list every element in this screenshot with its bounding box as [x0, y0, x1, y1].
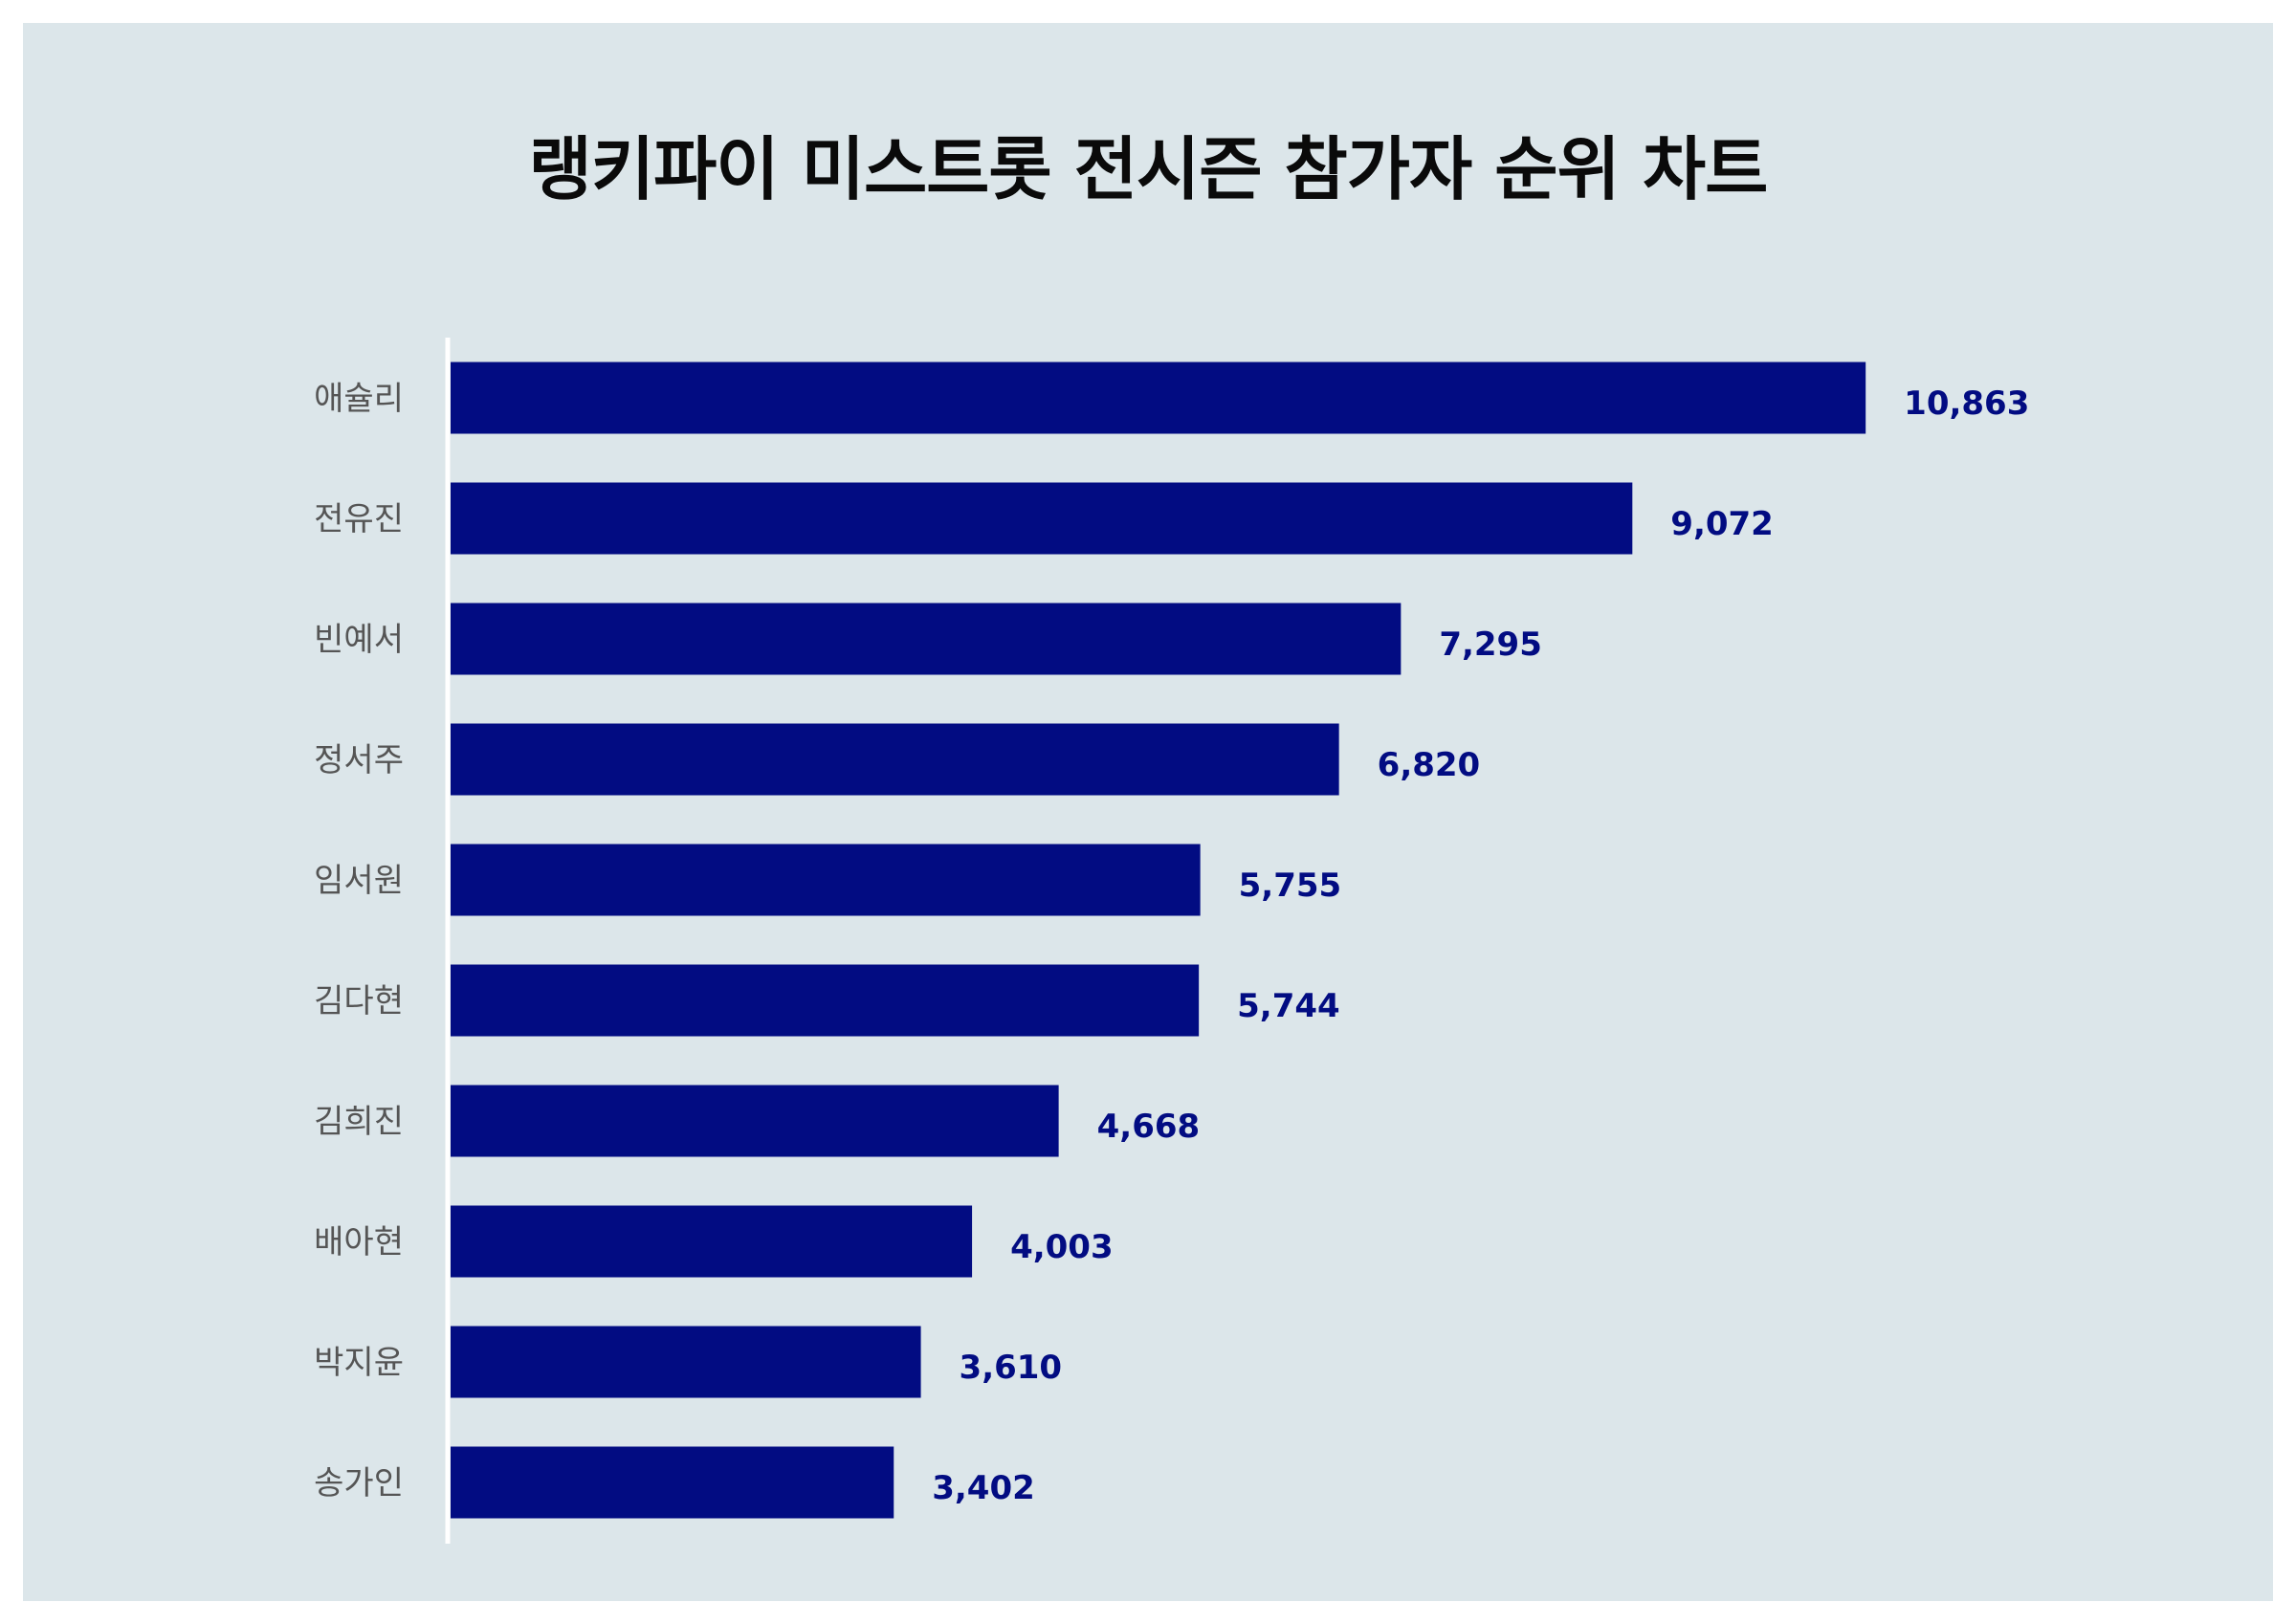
bar-1 [451, 362, 1866, 434]
category-label: 박지윤 [314, 1344, 404, 1382]
category-label: 정서주 [314, 741, 404, 779]
bar-10 [451, 1446, 894, 1519]
bar-9 [451, 1326, 921, 1398]
category-label: 배아현 [314, 1223, 404, 1262]
category-label: 임서원 [314, 862, 404, 900]
chart-panel [23, 23, 2273, 1601]
bar-4 [451, 723, 1339, 796]
value-label: 7,295 [1439, 625, 1542, 664]
category-label: 김다현 [314, 982, 404, 1020]
value-label: 10,863 [1904, 384, 2029, 423]
value-label: 5,755 [1239, 867, 1342, 905]
category-label: 애슐리 [314, 380, 404, 418]
value-label: 3,402 [932, 1469, 1035, 1507]
bar-8 [451, 1205, 973, 1278]
category-label: 송가인 [314, 1464, 404, 1503]
category-label: 빈예서 [314, 621, 404, 659]
category-label: 전유진 [314, 500, 404, 538]
chart-title: 랭키파이 미스트롯 전시즌 참가자 순위 차트 [528, 129, 1769, 209]
bar-3 [451, 603, 1402, 675]
bar-7 [451, 1085, 1059, 1157]
value-label: 4,003 [1010, 1228, 1114, 1266]
value-label: 9,072 [1670, 505, 1774, 543]
category-label: 김희진 [314, 1103, 404, 1141]
bar-6 [451, 964, 1200, 1037]
value-label: 4,668 [1097, 1108, 1201, 1146]
value-label: 5,744 [1237, 987, 1340, 1025]
value-label: 3,610 [960, 1349, 1063, 1387]
bar-5 [451, 844, 1201, 916]
bar-2 [451, 482, 1633, 555]
value-label: 6,820 [1378, 746, 1481, 784]
